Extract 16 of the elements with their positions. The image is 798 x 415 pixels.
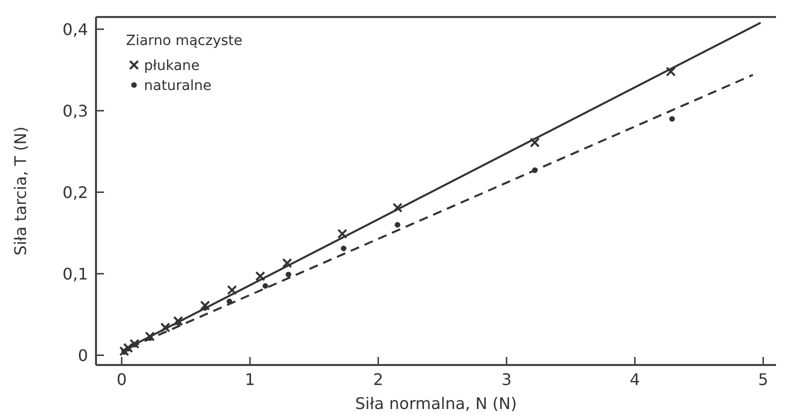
x-axis-title: Siła normalna, N (N) [355, 394, 517, 413]
x-tick-label: 0 [116, 370, 127, 389]
legend-label: płukane [144, 58, 200, 74]
x-tick-label: 5 [758, 370, 768, 389]
y-tick-label: 0,3 [62, 102, 88, 121]
x-tick-label: 3 [501, 370, 512, 389]
y-axis-title: Siła tarcia, T (N) [11, 126, 30, 256]
legend-label: naturalne [144, 78, 212, 94]
y-tick-label: 0,1 [62, 264, 88, 284]
x-tick-label: 1 [244, 370, 256, 389]
y-tick-label: 0 [78, 346, 88, 366]
y-tick-label: 0,4 [62, 20, 88, 40]
x-tick-label: 2 [373, 370, 384, 389]
legend-title: Ziarno mączyste [126, 33, 242, 49]
x-tick-label: 4 [630, 370, 640, 389]
y-tick-label: 0,2 [62, 183, 88, 202]
